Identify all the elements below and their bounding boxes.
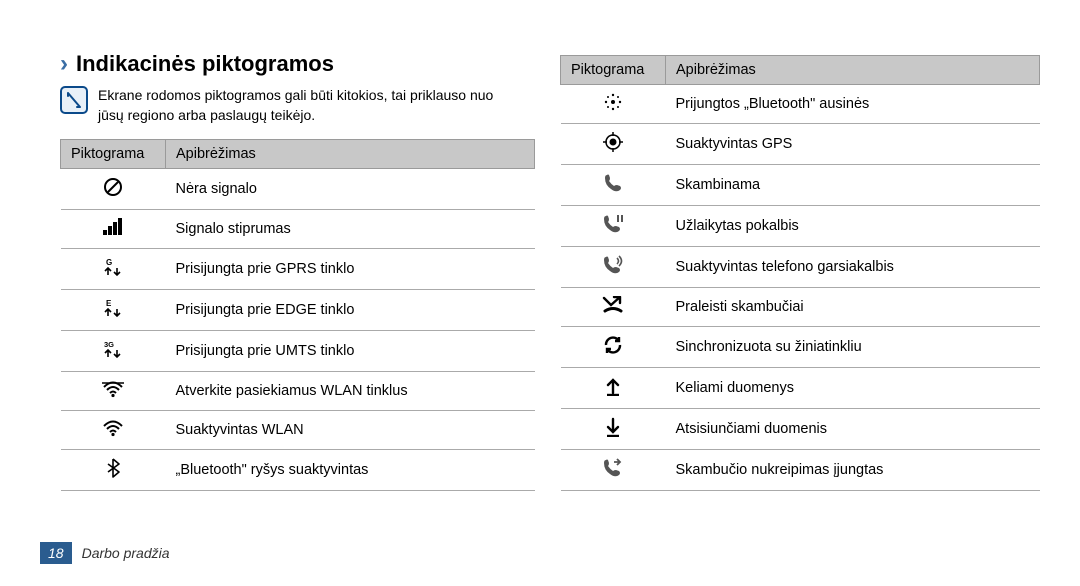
definition-text: Signalo stiprumas — [166, 210, 535, 249]
definition-text: Suaktyvintas WLAN — [166, 411, 535, 450]
definition-text: Skambučio nukreipimas įjungtas — [666, 450, 1040, 491]
heading-text: Indikacinės piktogramos — [76, 51, 334, 77]
table-row: Suaktyvintas WLAN — [61, 411, 535, 450]
table-row: Atverkite pasiekiamus WLAN tinklus — [61, 372, 535, 411]
table-row: Atsisiunčiami duomenis — [561, 409, 1040, 450]
wlan-icon — [61, 411, 166, 450]
manual-page: › Indikacinės piktogramos Ekrane rodomos… — [0, 0, 1080, 586]
table-row: Užlaikytas pokalbis — [561, 206, 1040, 247]
note-icon — [60, 86, 88, 114]
call-icon — [561, 165, 666, 206]
col-header-def: Apibrėžimas — [166, 140, 535, 169]
page-section: Darbo pradžia — [82, 545, 170, 561]
definition-text: Skambinama — [666, 165, 1040, 206]
svg-text:3G: 3G — [104, 340, 114, 349]
definition-text: Nėra signalo — [166, 169, 535, 210]
icon-table-right: Piktograma Apibrėžimas Prijungtos „Bluet… — [560, 55, 1040, 491]
table-row: 3G Prisijungta prie UMTS tinklo — [61, 331, 535, 372]
icon-table-left: Piktograma Apibrėžimas Nėra signaloSigna… — [60, 139, 535, 491]
definition-text: Prisijungta prie EDGE tinklo — [166, 290, 535, 331]
definition-text: Užlaikytas pokalbis — [666, 206, 1040, 247]
page-number: 18 — [40, 542, 72, 564]
table-row: G Prisijungta prie GPRS tinklo — [61, 249, 535, 290]
col-header-icon: Piktograma — [61, 140, 166, 169]
speaker-icon — [561, 247, 666, 288]
left-column: Piktograma Apibrėžimas Nėra signaloSigna… — [60, 139, 535, 491]
gprs-icon: G — [61, 249, 166, 290]
signal-icon — [61, 210, 166, 249]
table-row: Skambučio nukreipimas įjungtas — [561, 450, 1040, 491]
note-block: Ekrane rodomos piktogramos gali būti kit… — [60, 86, 520, 125]
edge-icon: E — [61, 290, 166, 331]
definition-text: Suaktyvintas telefono garsiakalbis — [666, 247, 1040, 288]
right-column: Piktograma Apibrėžimas Prijungtos „Bluet… — [560, 55, 1040, 491]
gps-icon — [561, 124, 666, 165]
sync-icon — [561, 327, 666, 368]
bluetooth-icon — [61, 450, 166, 491]
definition-text: Praleisti skambučiai — [666, 288, 1040, 327]
table-row: Keliami duomenys — [561, 368, 1040, 409]
definition-text: „Bluetooth" ryšys suaktyvintas — [166, 450, 535, 491]
table-row: Signalo stiprumas — [61, 210, 535, 249]
col-header-def: Apibrėžimas — [666, 56, 1040, 85]
definition-text: Prisijungta prie GPRS tinklo — [166, 249, 535, 290]
page-footer: 18 Darbo pradžia — [40, 542, 170, 564]
definition-text: Suaktyvintas GPS — [666, 124, 1040, 165]
table-row: Sinchronizuota su žiniatinkliu — [561, 327, 1040, 368]
definition-text: Sinchronizuota su žiniatinkliu — [666, 327, 1040, 368]
table-row: E Prisijungta prie EDGE tinklo — [61, 290, 535, 331]
download-icon — [561, 409, 666, 450]
definition-text: Prisijungta prie UMTS tinklo — [166, 331, 535, 372]
wlan-open-icon — [61, 372, 166, 411]
svg-text:G: G — [106, 258, 112, 267]
table-row: Suaktyvintas GPS — [561, 124, 1040, 165]
table-row: Praleisti skambučiai — [561, 288, 1040, 327]
heading-chevron-icon: › — [60, 50, 68, 78]
col-header-icon: Piktograma — [561, 56, 666, 85]
bt-headset-icon — [561, 85, 666, 124]
table-row: Prijungtos „Bluetooth" ausinės — [561, 85, 1040, 124]
hold-icon — [561, 206, 666, 247]
svg-text:E: E — [106, 299, 112, 308]
umts-icon: 3G — [61, 331, 166, 372]
definition-text: Atverkite pasiekiamus WLAN tinklus — [166, 372, 535, 411]
fwd-icon — [561, 450, 666, 491]
definition-text: Atsisiunčiami duomenis — [666, 409, 1040, 450]
definition-text: Keliami duomenys — [666, 368, 1040, 409]
table-row: Nėra signalo — [61, 169, 535, 210]
upload-icon — [561, 368, 666, 409]
no-signal-icon — [61, 169, 166, 210]
table-row: „Bluetooth" ryšys suaktyvintas — [61, 450, 535, 491]
table-row: Suaktyvintas telefono garsiakalbis — [561, 247, 1040, 288]
definition-text: Prijungtos „Bluetooth" ausinės — [666, 85, 1040, 124]
note-text: Ekrane rodomos piktogramos gali būti kit… — [98, 86, 520, 125]
missed-icon — [561, 288, 666, 327]
table-row: Skambinama — [561, 165, 1040, 206]
